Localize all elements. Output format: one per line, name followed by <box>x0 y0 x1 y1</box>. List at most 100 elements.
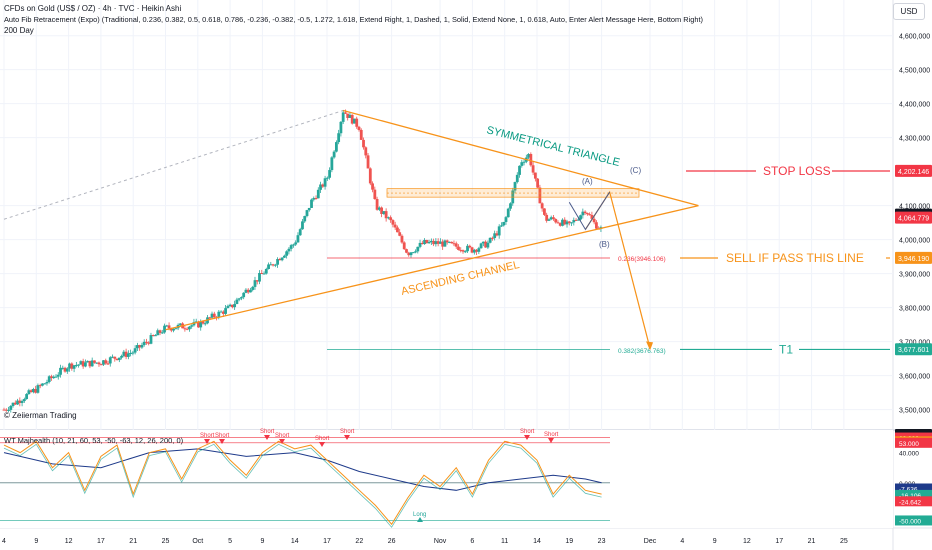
candle-body <box>253 280 257 287</box>
short-signal-marker <box>319 442 325 447</box>
time-tick-label: 4 <box>680 538 684 545</box>
candle-body <box>565 221 569 225</box>
candle-body <box>108 357 112 364</box>
candle-body <box>438 241 442 244</box>
price-label-text: 4,202.146 <box>898 169 929 176</box>
candle-body <box>140 344 144 348</box>
candle-body <box>491 237 494 239</box>
candle-body <box>484 241 488 248</box>
candle-body <box>149 335 153 344</box>
fib-0382-label: 0.382(3676.763) <box>618 348 666 355</box>
time-tick-label: 6 <box>470 538 474 545</box>
candle-body <box>296 235 300 243</box>
candle-body <box>416 246 420 252</box>
candle-body <box>133 348 137 353</box>
projection-arrowhead <box>646 341 654 351</box>
candle-body <box>84 362 87 367</box>
candle-body <box>185 328 189 330</box>
candle-body <box>386 217 390 219</box>
candle-body <box>375 199 379 210</box>
candle-body <box>183 328 187 330</box>
candle-body <box>409 252 413 256</box>
candle-body <box>287 248 291 252</box>
candle-body <box>389 217 393 221</box>
candle-body <box>540 203 544 209</box>
fib-0236-label: 0.236(3946.106) <box>618 256 666 263</box>
candle-body <box>165 325 169 327</box>
candle-body <box>221 311 225 314</box>
candle-body <box>325 177 329 179</box>
osc-tick-label: -50.000 <box>899 518 921 525</box>
candle-body <box>479 243 483 249</box>
candle-body <box>285 251 289 256</box>
symbol-title[interactable]: CFDs on Gold (US$ / OZ) · 4h · TVC · Hei… <box>4 4 182 13</box>
candle-body <box>323 178 327 187</box>
candle-body <box>262 273 266 275</box>
wave-b-label: (B) <box>599 240 610 249</box>
price-tick-label: 3,600,000 <box>899 374 930 381</box>
price-tick-label: 4,500,000 <box>899 68 930 75</box>
candle-body <box>188 326 191 330</box>
time-tick-label: 12 <box>65 538 73 545</box>
candle-body <box>56 374 60 377</box>
candle-body <box>307 207 311 211</box>
candle-body <box>574 219 578 221</box>
long-signal-label: Long <box>413 512 426 518</box>
price-label-text: 3,677.601 <box>898 347 929 354</box>
candle-body <box>226 306 230 309</box>
candle-body <box>197 321 200 328</box>
ma-200-line <box>3 109 344 220</box>
candle-body <box>97 362 101 365</box>
wave-a-label: (A) <box>582 177 593 186</box>
candle-body <box>156 330 160 336</box>
price-label-bg <box>895 343 932 356</box>
candle-body <box>93 360 96 363</box>
candle-body <box>411 252 415 254</box>
candle-body <box>563 219 567 225</box>
candle-body <box>339 121 343 134</box>
candle-body <box>545 214 549 221</box>
time-tick-label: 26 <box>388 538 396 545</box>
price-label-text: 3,946.190 <box>898 256 929 263</box>
candle-body <box>282 255 286 258</box>
t1-label: T1 <box>779 342 793 356</box>
candle-body <box>31 389 35 393</box>
time-tick-label: 25 <box>162 538 170 545</box>
candle-body <box>154 335 157 337</box>
candle-body <box>264 268 268 274</box>
candle-body <box>380 207 384 214</box>
time-tick-label: 23 <box>598 538 606 545</box>
candle-body <box>384 211 388 219</box>
candle-body <box>115 358 119 361</box>
candle-body <box>260 272 264 274</box>
osc-label-bg <box>895 483 932 494</box>
fib-indicator-title[interactable]: Auto Fib Retracement (Expo) (Traditional… <box>4 15 703 24</box>
candle-body <box>147 342 151 344</box>
ma-indicator-title[interactable]: 200 Day <box>4 26 34 35</box>
currency-button[interactable]: USD <box>893 3 925 20</box>
candle-body <box>493 233 497 239</box>
oscillator-title: WT Majhealth (10, 21, 60, 53, -50, -63, … <box>4 436 184 445</box>
short-signal-marker <box>204 439 210 444</box>
candle-body <box>68 363 71 369</box>
candle-body <box>244 289 248 293</box>
candle-body <box>531 165 535 173</box>
candle-body <box>488 237 492 243</box>
candle-body <box>301 221 304 230</box>
candle-body <box>355 118 359 127</box>
candle-body <box>457 246 460 250</box>
candle-body <box>43 383 47 385</box>
candle-body <box>217 311 221 318</box>
candle-body <box>230 304 234 308</box>
candle-body <box>310 199 313 208</box>
candle-body <box>509 203 512 209</box>
candle-body <box>420 242 424 245</box>
candle-body <box>423 239 426 245</box>
time-tick-label: 17 <box>97 538 105 545</box>
candle-body <box>463 251 467 253</box>
sell-line-label: SELL IF PASS THIS LINE <box>726 251 864 265</box>
candle-body <box>350 114 354 124</box>
candle-body <box>228 304 232 307</box>
candle-body <box>237 298 241 300</box>
